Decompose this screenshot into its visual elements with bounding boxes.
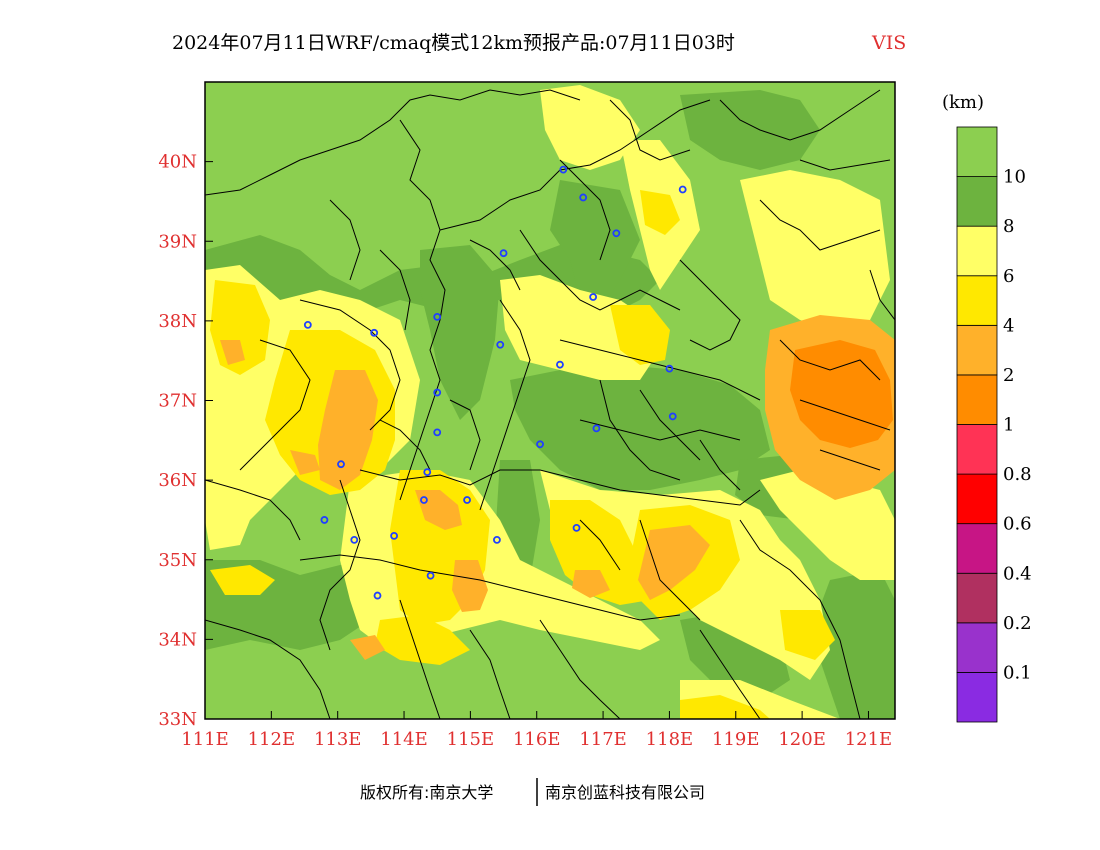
station-marker [433, 428, 442, 437]
x-tick-label: 114E [380, 729, 428, 750]
station-marker [579, 193, 588, 202]
station-marker [572, 524, 581, 532]
y-tick-label: 37N [158, 391, 197, 412]
station-marker [589, 293, 598, 301]
station-marker [556, 360, 564, 369]
colorbar-label: 6 [1003, 266, 1014, 287]
station-marker [559, 165, 568, 174]
colorbar-label: 0.1 [1003, 662, 1032, 683]
colorbar [956, 126, 998, 723]
colorbar-segment [956, 374, 998, 425]
y-tick-label: 36N [158, 470, 197, 491]
y-tick-label: 40N [158, 152, 197, 173]
admin-boundaries [205, 89, 895, 719]
station-marker [499, 249, 508, 258]
x-tick-label: 119E [712, 729, 760, 750]
station-marker [433, 312, 442, 321]
variable-name: VIS [871, 32, 906, 54]
colorbar-segment [956, 622, 998, 673]
colorbar-labels: 0.1 0.2 0.4 0.6 0.8 1 2 4 6 8 10 [1003, 167, 1032, 684]
x-tick-label: 115E [447, 729, 495, 750]
station-marker [350, 535, 359, 544]
colorbar-label: 4 [1003, 315, 1014, 336]
station-marker [592, 424, 601, 433]
station-marker [426, 571, 435, 580]
station-marker [390, 531, 398, 540]
station-marker [493, 535, 501, 544]
x-tick-label: 117E [579, 729, 627, 750]
y-tick-label: 39N [158, 231, 197, 252]
colorbar-label: 0.2 [1003, 613, 1032, 634]
y-tick-label: 33N [158, 709, 197, 730]
x-tick-label: 121E [845, 729, 893, 750]
colorbar-label: 1 [1003, 415, 1014, 436]
colorbar-segment [956, 473, 998, 525]
colorbar-segment [956, 424, 998, 475]
y-tick-label: 35N [158, 550, 197, 571]
station-marker [337, 460, 345, 469]
colorbar-segment [956, 324, 998, 376]
x-tick-label: 120E [778, 729, 826, 750]
station-marker [665, 364, 674, 373]
colorbar-label: 8 [1003, 216, 1014, 237]
colorbar-segment [956, 275, 998, 326]
colorbar-label: 0.8 [1003, 464, 1032, 485]
station-marker [370, 328, 379, 337]
figure-title: 2024年07月11日WRF/cmaq模式12km预报产品:07月11日03时 [172, 32, 735, 54]
colorbar-segment [956, 572, 998, 624]
colorbar-label: 0.4 [1003, 563, 1032, 584]
station-marker [433, 388, 442, 397]
station-marker [496, 340, 505, 349]
station-marker [463, 496, 471, 504]
colorbar-label: 2 [1003, 365, 1014, 386]
station-marker [536, 440, 544, 449]
station-marker [373, 591, 382, 600]
station-marker [612, 229, 621, 238]
y-tick-label: 38N [158, 311, 197, 332]
x-tick-label: 113E [314, 729, 362, 750]
colorbar-segment [956, 126, 998, 177]
x-tick-label: 111E [181, 729, 229, 750]
station-marker [678, 185, 687, 194]
station-markers [303, 165, 687, 600]
y-tick-label: 34N [158, 629, 197, 650]
colorbar-label: 10 [1003, 167, 1026, 188]
station-marker [303, 320, 312, 329]
map-panel [205, 82, 895, 719]
colorbar-segment [956, 523, 998, 574]
x-axis: 111E 112E 113E 114E 115E 116E 117E 118E 119E 120E… [181, 711, 892, 750]
y-axis: 40N 39N 38N 37N 36N 35N 34N 33N [158, 152, 213, 730]
colorbar-segment [956, 672, 998, 723]
footer-copyright: 版权所有:南京大学 [360, 783, 493, 802]
footer-company: 南京创蓝科技有限公司 [545, 783, 705, 802]
x-tick-label: 116E [513, 729, 561, 750]
colorbar-label: 0.6 [1003, 514, 1032, 535]
x-tick-label: 112E [248, 729, 296, 750]
x-tick-label: 118E [646, 729, 694, 750]
station-marker [420, 496, 428, 504]
station-marker [668, 412, 677, 421]
colorbar-segment [956, 176, 998, 227]
colorbar-segment [956, 225, 998, 277]
colorbar-unit: (km) [942, 92, 984, 113]
station-marker [320, 516, 329, 524]
station-marker [423, 468, 432, 477]
